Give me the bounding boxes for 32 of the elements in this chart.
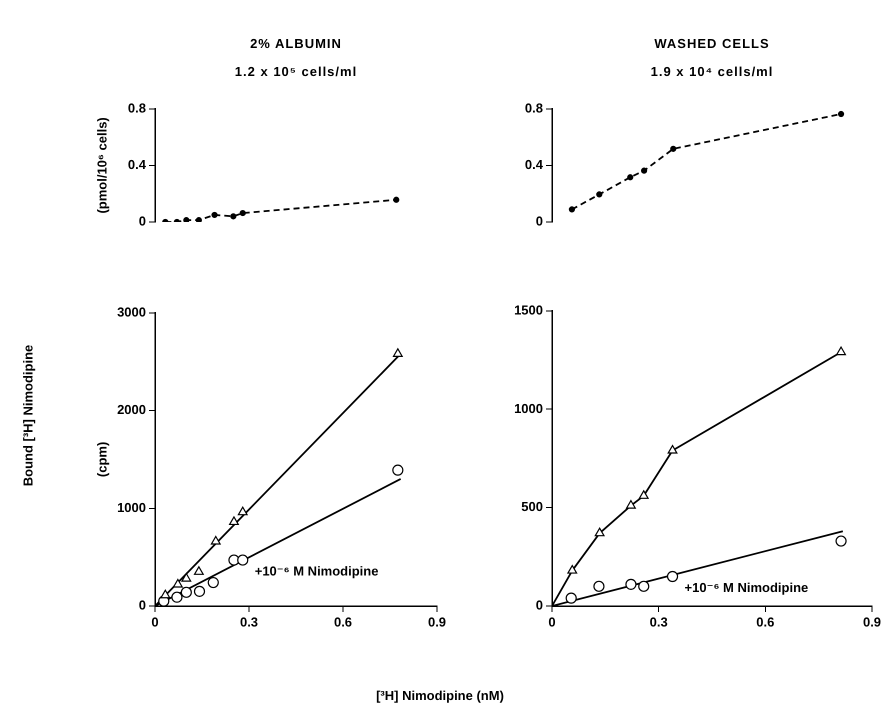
x-tick-label: 0.3 <box>240 614 258 630</box>
y-axis-title: (cpm) <box>94 442 110 478</box>
y-tick-label: 500 <box>521 499 543 514</box>
x-tick-label: 0.6 <box>756 614 774 630</box>
text: Bound [³H] Nimodipine <box>20 344 36 488</box>
y-tick-label: 1000 <box>117 500 146 515</box>
y-tick-label: 0 <box>138 214 146 229</box>
y-tick-label: 3000 <box>117 304 146 320</box>
y-tick-label: 1500 <box>514 302 543 318</box>
chart-subtitle: 1.9 x 10⁴ cells/ml <box>650 64 774 79</box>
chart-subtitle: 1.2 x 10⁵ cells/ml <box>234 64 358 79</box>
y-tick-label: 0 <box>536 214 543 229</box>
y-axis-title: (pmol/10⁶ cells) <box>94 117 110 214</box>
x-tick-label: 0.3 <box>650 614 668 630</box>
y-tick-label: 2000 <box>117 402 146 418</box>
x-axis-title: [³H] Nimodipine (nM) <box>375 688 505 703</box>
y-tick-label: 0 <box>138 598 146 613</box>
y-tick-label: 1000 <box>514 400 543 416</box>
series-label: +10⁻⁶ M Nimodipine <box>684 580 808 596</box>
x-tick-label: 0 <box>151 614 159 630</box>
chart-title: WASHED CELLS <box>653 36 771 51</box>
y-tick-label: 0.8 <box>524 100 543 116</box>
y-tick-label: 0.8 <box>128 100 146 116</box>
x-tick-label: 0.6 <box>334 614 352 630</box>
series-label: +10⁻⁶ M Nimodipine <box>254 564 378 579</box>
chart-title: 2% ALBUMIN <box>249 36 343 51</box>
y-tick-label: 0 <box>536 598 543 613</box>
x-tick-label: 0 <box>548 614 556 630</box>
x-tick-label: 0.9 <box>428 614 446 630</box>
y-tick-label: 0.4 <box>128 156 147 172</box>
x-tick-label: 0.9 <box>862 614 882 630</box>
y-tick-label: 0.4 <box>524 156 544 172</box>
